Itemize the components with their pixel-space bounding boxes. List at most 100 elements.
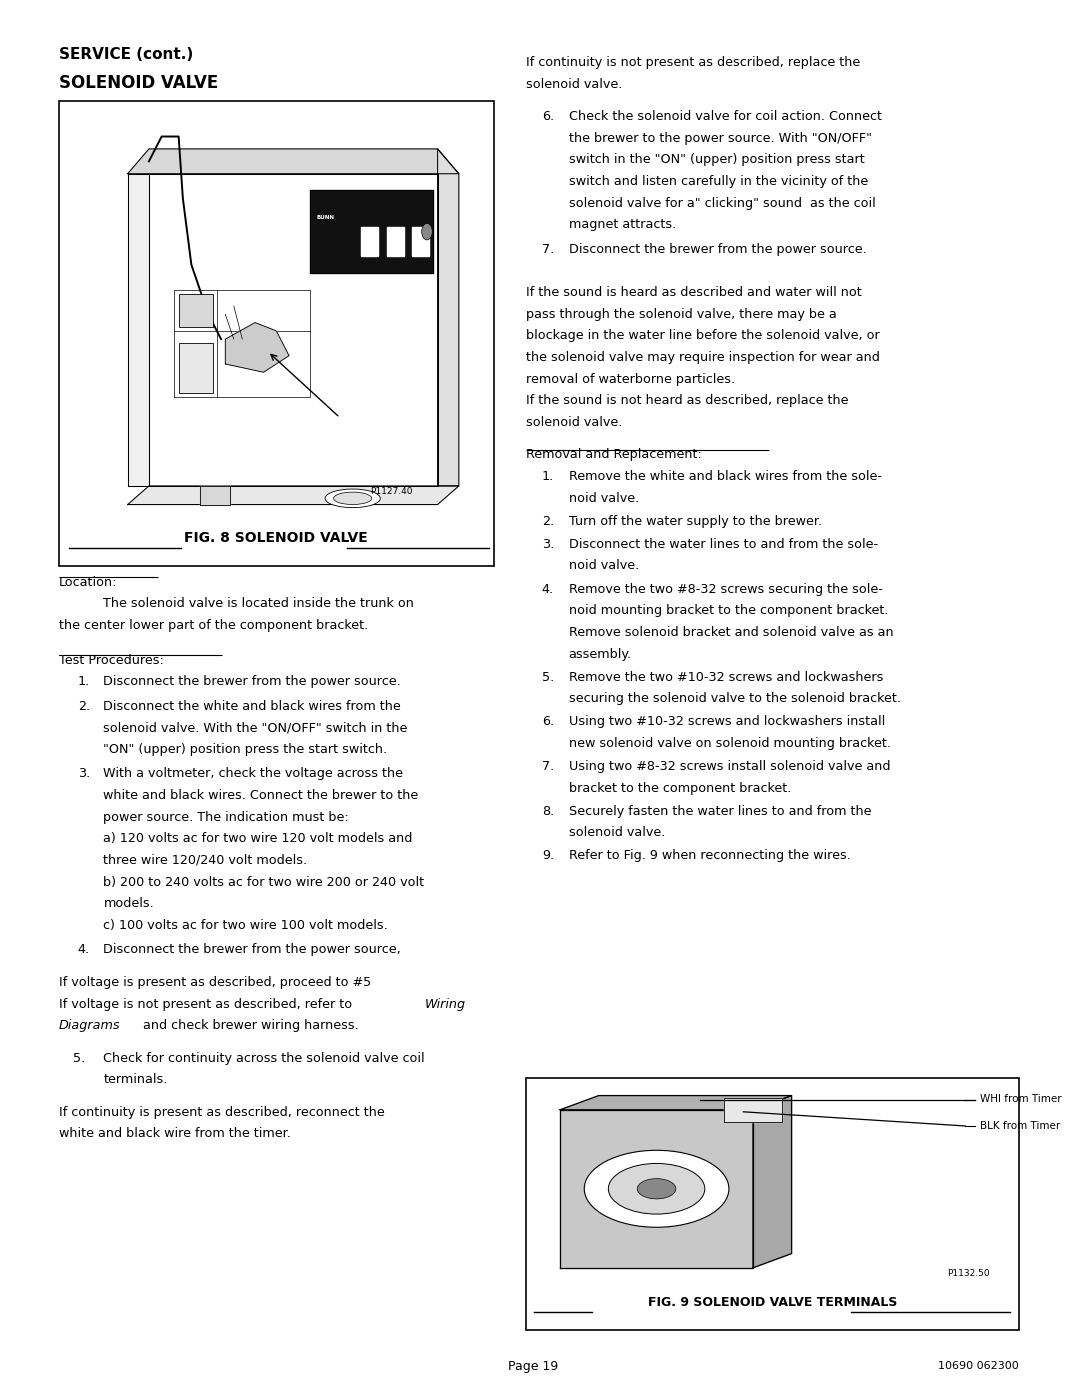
Bar	[526, 1078, 1018, 1330]
Text: the solenoid valve may require inspection for wear and: the solenoid valve may require inspectio…	[526, 351, 880, 365]
Polygon shape	[437, 149, 459, 486]
Polygon shape	[561, 1109, 753, 1268]
Bar	[178, 293, 213, 327]
Text: noid valve.: noid valve.	[568, 492, 638, 504]
Text: Using two #8-32 screws install solenoid valve and: Using two #8-32 screws install solenoid …	[568, 760, 890, 773]
Text: If voltage is not present as described, refer to: If voltage is not present as described, …	[58, 997, 355, 1010]
Text: Disconnect the brewer from the power source,: Disconnect the brewer from the power sou…	[104, 943, 402, 957]
Text: 10690 062300: 10690 062300	[937, 1361, 1018, 1372]
Text: noid mounting bracket to the component bracket.: noid mounting bracket to the component b…	[568, 604, 888, 617]
Text: Using two #10-32 screws and lockwashers install: Using two #10-32 screws and lockwashers …	[568, 715, 885, 728]
Polygon shape	[724, 1098, 782, 1122]
Text: new solenoid valve on solenoid mounting bracket.: new solenoid valve on solenoid mounting …	[568, 736, 891, 750]
Text: c) 100 volts ac for two wire 100 volt models.: c) 100 volts ac for two wire 100 volt mo…	[104, 919, 388, 932]
Text: Securely fasten the water lines to and from the: Securely fasten the water lines to and f…	[568, 805, 872, 817]
Ellipse shape	[421, 224, 432, 240]
Polygon shape	[200, 486, 230, 504]
Text: FIG. 9 SOLENOID VALVE TERMINALS: FIG. 9 SOLENOID VALVE TERMINALS	[648, 1295, 897, 1309]
Text: WHI from Timer: WHI from Timer	[980, 1094, 1062, 1104]
Text: "ON" (upper) position press the start switch.: "ON" (upper) position press the start sw…	[104, 743, 388, 756]
Text: If continuity is present as described, reconnect the: If continuity is present as described, r…	[58, 1106, 384, 1119]
Text: pass through the solenoid valve, there may be a: pass through the solenoid valve, there m…	[526, 307, 837, 321]
Polygon shape	[127, 149, 459, 173]
Text: 3.: 3.	[78, 767, 90, 781]
Polygon shape	[753, 1095, 792, 1268]
Text: solenoid valve.: solenoid valve.	[526, 77, 622, 91]
Text: 7.: 7.	[542, 760, 554, 773]
Text: Turn off the water supply to the brewer.: Turn off the water supply to the brewer.	[568, 514, 822, 528]
Text: 4.: 4.	[78, 943, 90, 957]
Text: FIG. 8 SOLENOID VALVE: FIG. 8 SOLENOID VALVE	[185, 531, 368, 545]
Text: 6.: 6.	[542, 715, 554, 728]
Polygon shape	[310, 190, 433, 272]
Text: If the sound is heard as described and water will not: If the sound is heard as described and w…	[526, 286, 862, 299]
Text: Removal and Replacement:: Removal and Replacement:	[526, 448, 702, 461]
Text: Check the solenoid valve for coil action. Connect: Check the solenoid valve for coil action…	[568, 110, 881, 123]
Text: P1132.50: P1132.50	[947, 1268, 989, 1278]
Text: solenoid valve. With the "ON/OFF" switch in the: solenoid valve. With the "ON/OFF" switch…	[104, 721, 408, 735]
Text: 1.: 1.	[542, 469, 554, 483]
Text: 5.: 5.	[72, 1052, 85, 1065]
Text: SOLENOID VALVE: SOLENOID VALVE	[58, 74, 218, 92]
Text: a) 120 volts ac for two wire 120 volt models and: a) 120 volts ac for two wire 120 volt mo…	[104, 833, 413, 845]
Text: power source. The indication must be:: power source. The indication must be:	[104, 810, 349, 824]
Bar	[178, 344, 213, 393]
Ellipse shape	[584, 1150, 729, 1228]
Text: Remove the two #10-32 screws and lockwashers: Remove the two #10-32 screws and lockwas…	[568, 671, 883, 683]
Text: Disconnect the brewer from the power source.: Disconnect the brewer from the power sou…	[568, 243, 866, 256]
Text: Remove solenoid bracket and solenoid valve as an: Remove solenoid bracket and solenoid val…	[568, 626, 893, 638]
Text: solenoid valve.: solenoid valve.	[526, 416, 622, 429]
Text: the center lower part of the component bracket.: the center lower part of the component b…	[58, 619, 368, 631]
Polygon shape	[127, 486, 459, 504]
Ellipse shape	[334, 492, 372, 504]
Text: three wire 120/240 volt models.: three wire 120/240 volt models.	[104, 854, 308, 868]
Text: b) 200 to 240 volts ac for two wire 200 or 240 volt: b) 200 to 240 volts ac for two wire 200 …	[104, 876, 424, 888]
Text: Check for continuity across the solenoid valve coil: Check for continuity across the solenoid…	[104, 1052, 426, 1065]
Text: Disconnect the water lines to and from the sole-: Disconnect the water lines to and from t…	[568, 538, 878, 550]
Text: terminals.: terminals.	[104, 1073, 167, 1087]
Text: Location:: Location:	[58, 576, 117, 588]
Text: solenoid valve for a" clicking" sound  as the coil: solenoid valve for a" clicking" sound as…	[568, 197, 875, 210]
Text: If voltage is present as described, proceed to #5: If voltage is present as described, proc…	[58, 977, 370, 989]
Polygon shape	[127, 173, 149, 486]
Text: Disconnect the brewer from the power source.: Disconnect the brewer from the power sou…	[104, 675, 402, 689]
Text: Wiring: Wiring	[424, 997, 465, 1010]
Text: BLK from Timer: BLK from Timer	[980, 1120, 1059, 1132]
Text: noid valve.: noid valve.	[568, 559, 638, 573]
Text: SERVICE (cont.): SERVICE (cont.)	[58, 47, 193, 63]
Text: 7.: 7.	[542, 243, 554, 256]
Text: 2.: 2.	[78, 700, 90, 712]
Text: Test Procedures:: Test Procedures:	[58, 654, 163, 666]
Ellipse shape	[637, 1179, 676, 1199]
Text: Remove the white and black wires from the sole-: Remove the white and black wires from th…	[568, 469, 881, 483]
Text: bracket to the component bracket.: bracket to the component bracket.	[568, 781, 791, 795]
Text: If continuity is not present as described, replace the: If continuity is not present as describe…	[526, 56, 860, 68]
Text: 4.: 4.	[542, 583, 554, 595]
Text: switch in the "ON" (upper) position press start: switch in the "ON" (upper) position pres…	[568, 154, 864, 166]
Polygon shape	[149, 173, 437, 486]
Text: 1.: 1.	[78, 675, 90, 689]
Bar	[387, 228, 404, 257]
Text: magnet attracts.: magnet attracts.	[568, 218, 676, 232]
Text: Diagrams: Diagrams	[58, 1020, 120, 1032]
Polygon shape	[226, 323, 289, 372]
Text: BUNN: BUNN	[316, 215, 335, 219]
Text: With a voltmeter, check the voltage across the: With a voltmeter, check the voltage acro…	[104, 767, 404, 781]
Text: 9.: 9.	[542, 849, 554, 862]
Text: P1127.40: P1127.40	[369, 488, 413, 496]
Ellipse shape	[608, 1164, 705, 1214]
Text: Refer to Fig. 9 when reconnecting the wires.: Refer to Fig. 9 when reconnecting the wi…	[568, 849, 850, 862]
Bar	[361, 228, 378, 257]
Bar	[413, 228, 429, 257]
Text: models.: models.	[104, 897, 154, 911]
Text: solenoid valve.: solenoid valve.	[568, 826, 665, 840]
Text: Disconnect the white and black wires from the: Disconnect the white and black wires fro…	[104, 700, 402, 712]
Bar	[58, 101, 494, 566]
Text: the brewer to the power source. With "ON/OFF": the brewer to the power source. With "ON…	[568, 131, 872, 145]
Text: Remove the two #8-32 screws securing the sole-: Remove the two #8-32 screws securing the…	[568, 583, 882, 595]
Text: Page 19: Page 19	[509, 1359, 558, 1373]
Text: If the sound is not heard as described, replace the: If the sound is not heard as described, …	[526, 394, 849, 408]
Text: blockage in the water line before the solenoid valve, or: blockage in the water line before the so…	[526, 330, 879, 342]
Text: 6.: 6.	[542, 110, 554, 123]
Polygon shape	[561, 1095, 792, 1109]
